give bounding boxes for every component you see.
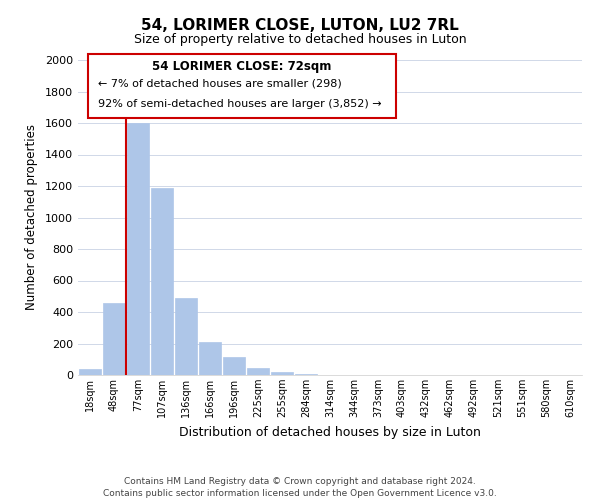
Y-axis label: Number of detached properties: Number of detached properties [25,124,38,310]
Bar [151,188,173,375]
Bar [127,123,149,375]
Text: 92% of semi-detached houses are larger (3,852) →: 92% of semi-detached houses are larger (… [98,100,382,110]
Bar [223,357,245,375]
FancyBboxPatch shape [88,54,395,118]
Text: 54 LORIMER CLOSE: 72sqm: 54 LORIMER CLOSE: 72sqm [152,60,331,73]
Text: ← 7% of detached houses are smaller (298): ← 7% of detached houses are smaller (298… [98,79,342,89]
Bar [175,298,197,375]
Bar [79,370,101,375]
Text: Contains HM Land Registry data © Crown copyright and database right 2024.
Contai: Contains HM Land Registry data © Crown c… [103,476,497,498]
Text: 54, LORIMER CLOSE, LUTON, LU2 7RL: 54, LORIMER CLOSE, LUTON, LU2 7RL [141,18,459,32]
Bar [103,302,125,375]
X-axis label: Distribution of detached houses by size in Luton: Distribution of detached houses by size … [179,426,481,438]
Bar [271,372,293,375]
Bar [199,342,221,375]
Bar [247,368,269,375]
Bar [295,374,317,375]
Text: Size of property relative to detached houses in Luton: Size of property relative to detached ho… [134,32,466,46]
